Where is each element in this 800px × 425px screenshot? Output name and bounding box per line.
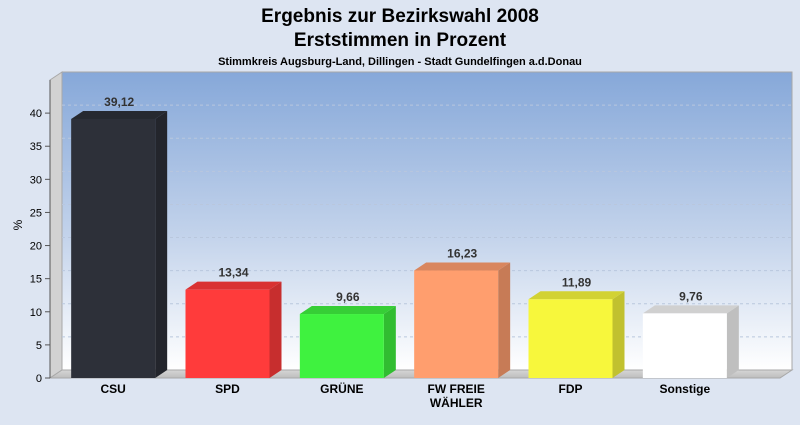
bar-side <box>612 291 625 378</box>
grid-layer <box>62 104 792 338</box>
bar: 9,76 <box>642 289 739 378</box>
bar-top <box>299 306 396 315</box>
bar-front <box>414 270 499 378</box>
x-tick-label: Sonstige <box>659 382 710 396</box>
bar: 9,66 <box>299 290 396 378</box>
bar-side <box>269 281 282 378</box>
bar-top <box>71 110 168 119</box>
y-tick-label: 5 <box>36 340 42 352</box>
bar-side <box>155 110 168 379</box>
x-tick-label: GRÜNE <box>320 381 363 396</box>
bar-front <box>71 118 156 379</box>
x-tick-label: SPD <box>215 382 240 396</box>
chart-title: Ergebnis zur Bezirkswahl 2008 <box>261 6 539 27</box>
chart-subtitle: Erststimmen in Prozent <box>294 30 507 51</box>
y-tick-label: 25 <box>30 207 42 219</box>
bar-side <box>726 305 739 378</box>
y-axis-label: % <box>11 219 25 230</box>
x-tick-label: FW FREIE <box>428 382 485 396</box>
x-tick-label: CSU <box>100 382 125 396</box>
y-tick-label: 15 <box>30 274 42 286</box>
bar: 11,89 <box>528 275 625 378</box>
bar-top <box>642 305 739 314</box>
bar-top <box>414 262 511 271</box>
bars-layer: 39,12 13,34 9,66 16,23 11,89 9,76 <box>71 95 739 379</box>
data-label: 39,12 <box>104 95 134 109</box>
plot-side-wall <box>49 71 63 379</box>
bar-front <box>185 289 270 378</box>
bar-top <box>528 291 625 300</box>
bar-front <box>528 299 613 378</box>
y-axis: 0 5 10 15 20 25 30 35 40 <box>30 80 51 385</box>
bar-front <box>642 313 727 378</box>
bar-front <box>299 314 384 378</box>
data-label: 11,89 <box>562 275 592 289</box>
data-label: 16,23 <box>447 247 477 261</box>
y-tick-label: 20 <box>30 241 42 253</box>
y-tick-label: 30 <box>30 174 42 186</box>
y-tick-label: 40 <box>30 108 42 120</box>
x-tick-label: FDP <box>559 382 583 396</box>
y-tick-label: 35 <box>30 141 42 153</box>
data-label: 13,34 <box>218 266 248 280</box>
y-tick-label: 10 <box>30 307 42 319</box>
bar-top <box>185 281 282 290</box>
bar-side <box>498 262 511 378</box>
bar: 39,12 <box>71 95 168 379</box>
y-tick-label: 0 <box>36 373 42 385</box>
bar: 13,34 <box>185 266 282 378</box>
chart-subsubtitle: Stimmkreis Augsburg-Land, Dillingen - St… <box>218 56 582 68</box>
data-label: 9,76 <box>679 289 703 303</box>
bar: 16,23 <box>414 247 511 378</box>
x-tick-label: WÄHLER <box>430 395 483 410</box>
bar-side <box>383 306 396 378</box>
data-label: 9,66 <box>336 290 360 304</box>
